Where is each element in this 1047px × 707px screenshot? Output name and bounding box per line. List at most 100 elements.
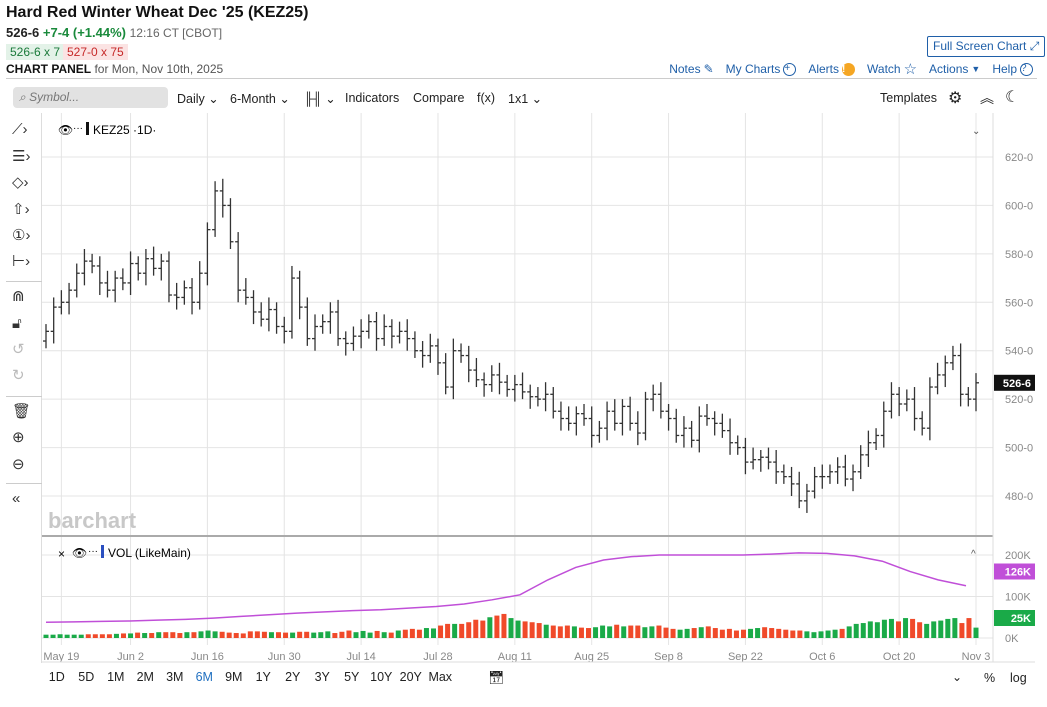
more-icon[interactable]: ··· bbox=[73, 123, 83, 134]
ohlc-bar bbox=[926, 377, 933, 441]
range-1y[interactable]: 1Y bbox=[255, 670, 271, 684]
ohlc-bar bbox=[181, 280, 188, 305]
range-dropdown[interactable]: 6-Month ⌄ bbox=[230, 92, 290, 106]
unlock-icon[interactable]: 🔓︎ bbox=[12, 315, 22, 332]
shape-tool-icon[interactable]: ◇› bbox=[12, 174, 29, 191]
volume-bar bbox=[508, 618, 514, 638]
range-max[interactable]: Max bbox=[428, 670, 453, 684]
symbol-search-input[interactable]: ⌕ Symbol... bbox=[13, 87, 168, 108]
chevron-double-down-icon[interactable]: ⌄ bbox=[952, 670, 963, 684]
ohlc-bar bbox=[619, 399, 626, 436]
page-title: Hard Red Winter Wheat Dec '25 (KEZ25) bbox=[6, 4, 309, 21]
range-10y[interactable]: 10Y bbox=[370, 670, 393, 684]
ohlc-bar bbox=[727, 418, 734, 455]
eye-icon[interactable]: 👁︎ bbox=[72, 546, 87, 560]
chevron-up-icon[interactable]: ^ bbox=[971, 549, 976, 560]
volume-bar bbox=[881, 619, 887, 638]
volume-bar bbox=[156, 632, 162, 638]
price-change: +7-4 (+1.44%) bbox=[42, 25, 126, 40]
dark-mode-moon-icon[interactable]: ☾ bbox=[1005, 89, 1020, 106]
layout-dropdown[interactable]: 1x1 ⌄ bbox=[508, 92, 543, 106]
ohlc-bar bbox=[250, 290, 257, 325]
ohlc-bar bbox=[611, 399, 618, 431]
redo-icon[interactable]: ↻ bbox=[12, 367, 25, 384]
ohlc-bar bbox=[565, 406, 572, 431]
volume-bar bbox=[431, 628, 436, 638]
templates-button[interactable]: Templates bbox=[880, 91, 937, 105]
help-label: Help bbox=[992, 62, 1017, 76]
magnet-icon[interactable]: ⋒ bbox=[12, 288, 25, 305]
ohlc-bar bbox=[127, 251, 134, 296]
collapse-sidebar-icon[interactable]: « bbox=[12, 490, 21, 507]
fx-button[interactable]: f(x) bbox=[477, 91, 496, 105]
range-1d[interactable]: 1D bbox=[48, 670, 65, 684]
range-2m[interactable]: 2M bbox=[136, 670, 154, 684]
volume-bar bbox=[92, 634, 98, 638]
ohlc-bar bbox=[373, 311, 380, 351]
volume-bar bbox=[853, 623, 859, 638]
ohlc-bar bbox=[842, 454, 849, 487]
more-icon[interactable]: ··· bbox=[88, 546, 98, 557]
measure-tool-icon[interactable]: ⊢› bbox=[12, 253, 31, 270]
ohlc-bar bbox=[719, 413, 726, 438]
chevron-down-icon[interactable]: ⌄ bbox=[972, 126, 980, 137]
volume-bar bbox=[628, 625, 634, 638]
price-tick-label: 580-0 bbox=[1005, 249, 1033, 261]
calendar-icon[interactable]: 📅︎ bbox=[488, 670, 505, 685]
bar-type-dropdown[interactable]: ╟╢ ⌄ bbox=[304, 92, 336, 106]
trash-icon[interactable]: 🗑︎ bbox=[12, 403, 32, 420]
range-9m[interactable]: 9M bbox=[225, 670, 243, 684]
volume-bar bbox=[177, 633, 183, 638]
alerts-link[interactable]: Alerts! bbox=[808, 60, 856, 78]
my-charts-link[interactable]: My Charts + bbox=[726, 60, 797, 78]
range-5y[interactable]: 5Y bbox=[344, 670, 360, 684]
ohlc-bar bbox=[142, 249, 149, 286]
indicators-button[interactable]: Indicators bbox=[345, 91, 400, 105]
watch-link[interactable]: Watch ☆ bbox=[867, 60, 917, 78]
fibonacci-tool-icon[interactable]: ☰› bbox=[12, 148, 31, 165]
eye-icon[interactable]: 👁︎ bbox=[58, 123, 73, 137]
collapse-icon[interactable]: ︽ bbox=[980, 90, 994, 106]
help-link[interactable]: Help? bbox=[992, 60, 1033, 78]
volume-bar bbox=[564, 625, 570, 638]
range-5d[interactable]: 5D bbox=[78, 670, 95, 684]
range-3y[interactable]: 3Y bbox=[314, 670, 330, 684]
notes-link[interactable]: Notes ✎ bbox=[669, 60, 713, 78]
volume-bar bbox=[670, 628, 676, 638]
percent-toggle[interactable]: % bbox=[984, 671, 996, 685]
zoom-in-icon[interactable]: ⊕ bbox=[12, 429, 25, 446]
ohlc-bar bbox=[596, 420, 603, 443]
actions-menu[interactable]: Actions ▼ bbox=[929, 60, 980, 78]
annotation-tool-icon[interactable]: ①› bbox=[12, 227, 31, 244]
notes-label: Notes bbox=[669, 62, 701, 76]
ohlc-bar bbox=[750, 447, 757, 470]
trendline-tool-icon[interactable]: ⟋› bbox=[12, 121, 28, 138]
ohlc-bar bbox=[342, 331, 349, 356]
bid-badge: 526-6 x 7 bbox=[6, 44, 65, 60]
volume-bar bbox=[578, 627, 584, 638]
close-icon[interactable]: × bbox=[58, 547, 65, 561]
full-screen-chart-button[interactable]: Full Screen Chart ⤢ bbox=[927, 36, 1046, 57]
price-tick-label: 500-0 bbox=[1005, 443, 1033, 455]
compare-button[interactable]: Compare bbox=[413, 91, 465, 105]
log-toggle[interactable]: log bbox=[1010, 671, 1027, 685]
arrow-tool-icon[interactable]: ⇧› bbox=[12, 201, 30, 218]
ohlc-bar bbox=[173, 282, 180, 310]
plus-circle-icon: + bbox=[783, 62, 797, 76]
undo-icon[interactable]: ↺ bbox=[12, 341, 25, 358]
volume-bar bbox=[409, 628, 415, 638]
zoom-out-icon[interactable]: ⊖ bbox=[12, 456, 25, 473]
range-1m[interactable]: 1M bbox=[107, 670, 125, 684]
range-20y[interactable]: 20Y bbox=[399, 670, 422, 684]
volume-bar bbox=[733, 630, 739, 638]
settings-gear-icon[interactable]: ⚙ bbox=[948, 90, 963, 107]
interval-dropdown[interactable]: Daily ⌄ bbox=[177, 92, 219, 106]
volume-bar bbox=[917, 622, 923, 638]
ohlc-bar bbox=[734, 435, 741, 455]
range-6m[interactable]: 6M bbox=[195, 670, 213, 684]
range-3m[interactable]: 3M bbox=[166, 670, 184, 684]
ohlc-bar bbox=[381, 314, 388, 346]
range-2y[interactable]: 2Y bbox=[285, 670, 301, 684]
ohlc-bar-icon: ╟╢ bbox=[304, 92, 322, 106]
